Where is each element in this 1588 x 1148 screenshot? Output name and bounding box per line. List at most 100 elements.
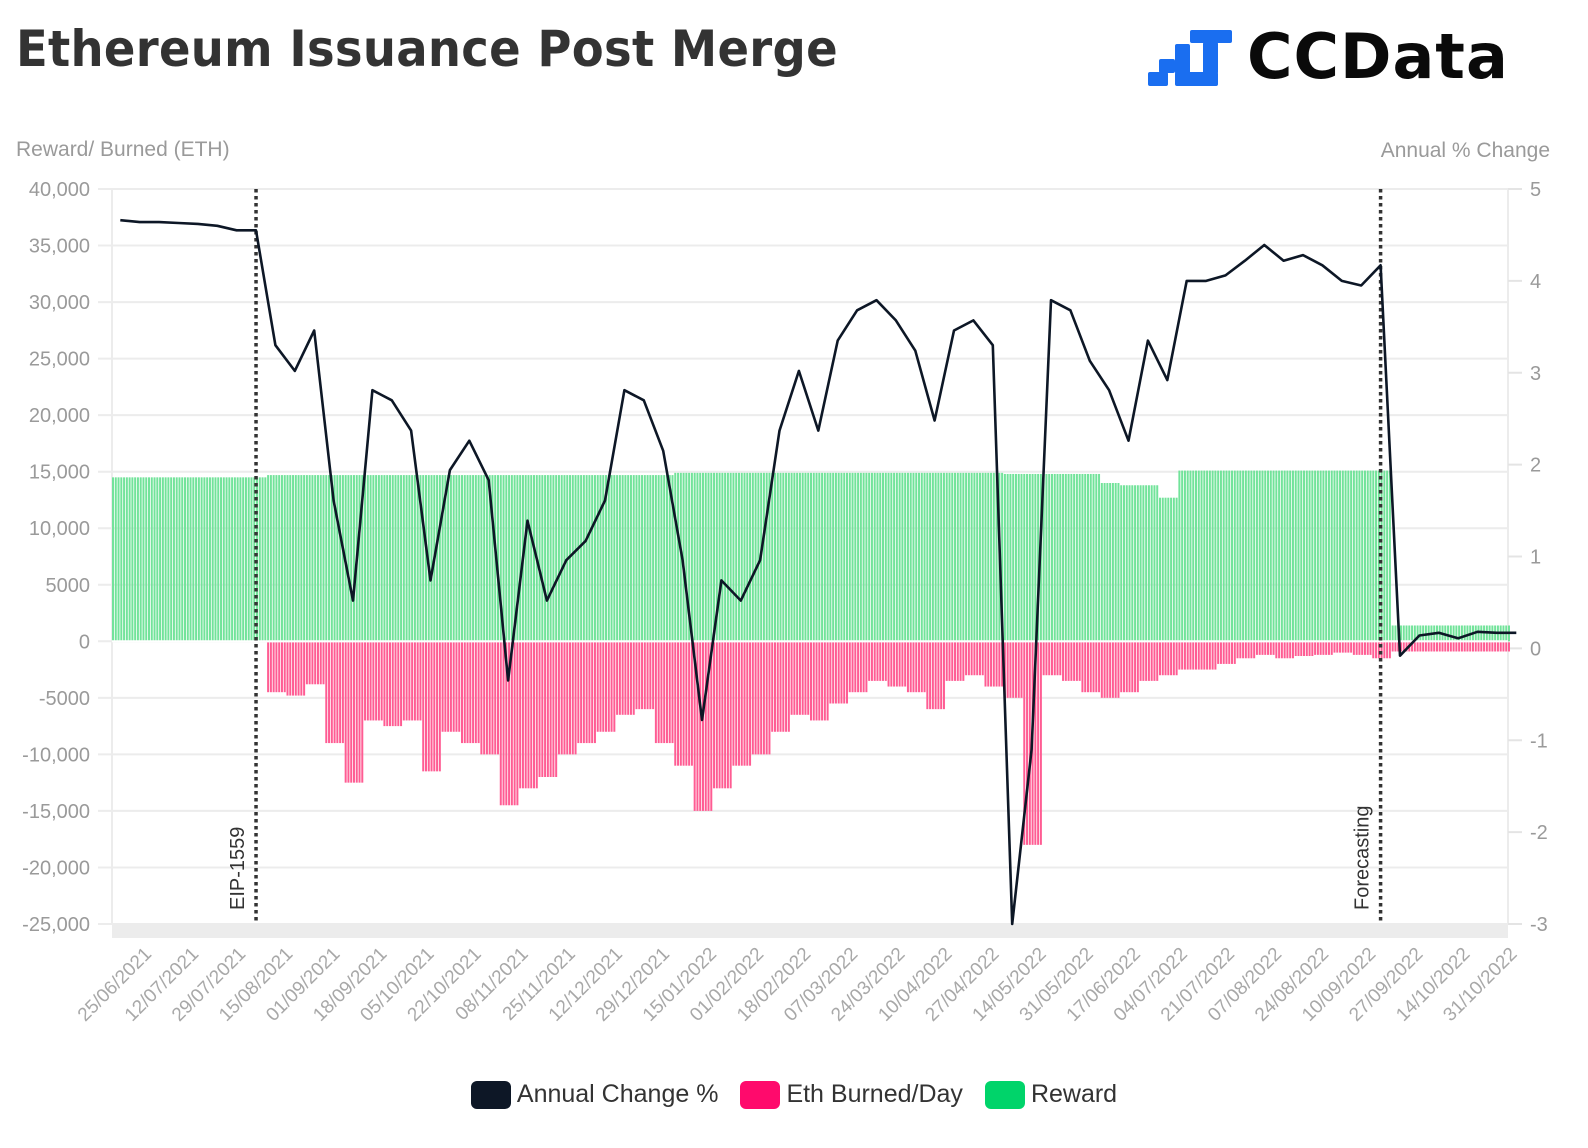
burned-bar	[521, 642, 524, 789]
burned-bar	[1491, 642, 1494, 652]
reward-bar	[926, 472, 929, 642]
reward-bar	[1031, 473, 1034, 642]
burned-bar	[754, 642, 757, 755]
burned-bar	[269, 642, 272, 693]
reward-bar	[632, 475, 635, 642]
reward-bar	[214, 477, 217, 642]
burned-bar	[1363, 642, 1366, 655]
reward-bar	[821, 472, 824, 642]
left-tick-label: -10,000	[22, 744, 90, 766]
reward-bar	[1225, 470, 1228, 642]
reward-bar	[499, 475, 502, 642]
burned-bar	[1333, 642, 1336, 653]
burned-bar	[665, 642, 668, 744]
reward-bar	[1086, 473, 1089, 642]
burned-bar	[413, 642, 416, 721]
legend-item-eth-burned[interactable]: Eth Burned/Day	[740, 1080, 963, 1109]
reward-bar	[538, 475, 541, 642]
reward-bar	[904, 472, 907, 642]
reward-bar	[704, 472, 707, 642]
reward-bar	[430, 475, 433, 642]
burned-bar	[524, 642, 527, 789]
reward-bar	[1255, 470, 1258, 642]
burned-bar	[477, 642, 480, 744]
burned-bar	[884, 642, 887, 681]
burned-bar	[1026, 642, 1029, 845]
burned-bar	[1447, 642, 1450, 652]
burned-bar	[740, 642, 743, 766]
reward-bar	[1402, 625, 1405, 642]
burned-bar	[823, 642, 826, 721]
reward-bar	[1161, 497, 1164, 642]
burned-bar	[474, 642, 477, 744]
burned-bar	[289, 642, 292, 696]
burned-bar	[605, 642, 608, 732]
reward-bar	[887, 472, 890, 642]
reward-bar	[411, 475, 414, 642]
reward-bar	[693, 472, 696, 642]
reward-bar	[383, 475, 386, 642]
reward-bar	[231, 477, 234, 642]
burned-bar	[948, 642, 951, 681]
burned-bar	[1355, 642, 1358, 655]
burned-bar	[1466, 642, 1469, 652]
reward-bar	[172, 477, 175, 642]
reward-bar	[1460, 625, 1463, 642]
reward-bar	[552, 475, 555, 642]
reward-bar	[491, 475, 494, 642]
burned-bar	[510, 642, 513, 806]
reward-bar	[1477, 625, 1480, 642]
reward-bar	[256, 477, 259, 642]
reward-bar	[497, 475, 500, 642]
reward-bar	[596, 475, 599, 642]
reward-bar	[893, 472, 896, 642]
reward-bar	[455, 475, 458, 642]
reward-bar	[549, 475, 552, 642]
reward-bar	[602, 475, 605, 642]
reward-bar	[480, 475, 483, 642]
burned-bar	[314, 642, 317, 685]
reward-bar	[125, 477, 128, 642]
ccdata-logo-mark-icon	[1148, 30, 1232, 86]
burned-bar	[865, 642, 868, 693]
reward-bar	[915, 472, 918, 642]
legend-item-reward[interactable]: Reward	[984, 1080, 1117, 1109]
reward-bar	[233, 477, 236, 642]
reward-bar	[627, 475, 630, 642]
legend-item-annual-change[interactable]: Annual Change %	[470, 1080, 718, 1109]
burned-bar	[1195, 642, 1198, 670]
reward-bar	[690, 472, 693, 642]
reward-bar	[1192, 470, 1195, 642]
reward-bar	[834, 472, 837, 642]
burned-bar	[1391, 642, 1394, 652]
reward-bar	[1231, 470, 1234, 642]
burned-bar	[455, 642, 458, 732]
ccdata-logo: CCData	[1145, 20, 1508, 93]
burned-bar	[846, 642, 849, 704]
burned-bar	[319, 642, 322, 685]
burned-bar	[502, 642, 505, 806]
reward-bar	[447, 475, 450, 642]
reward-bar	[1405, 625, 1408, 642]
burned-bar	[987, 642, 990, 687]
burned-bar	[1228, 642, 1231, 664]
reward-bar	[715, 472, 718, 642]
burned-bar	[1505, 642, 1508, 652]
burned-bar	[516, 642, 519, 806]
burned-bar	[890, 642, 893, 687]
reward-bar	[859, 472, 862, 642]
reward-bar	[1416, 625, 1419, 642]
left-axis-title: Reward/ Burned (ETH)	[16, 138, 230, 161]
burned-bar	[629, 642, 632, 715]
right-axis-title: Annual % Change	[1381, 139, 1550, 162]
reward-bar	[668, 475, 671, 642]
reward-bar	[253, 477, 256, 642]
burned-bar	[527, 642, 530, 789]
burned-bar	[352, 642, 355, 783]
burned-bar	[491, 642, 494, 755]
burned-bar	[779, 642, 782, 732]
reward-bar	[754, 472, 757, 642]
reward-bar	[1325, 470, 1328, 642]
burned-bar	[344, 642, 347, 783]
burned-bar	[305, 642, 308, 685]
